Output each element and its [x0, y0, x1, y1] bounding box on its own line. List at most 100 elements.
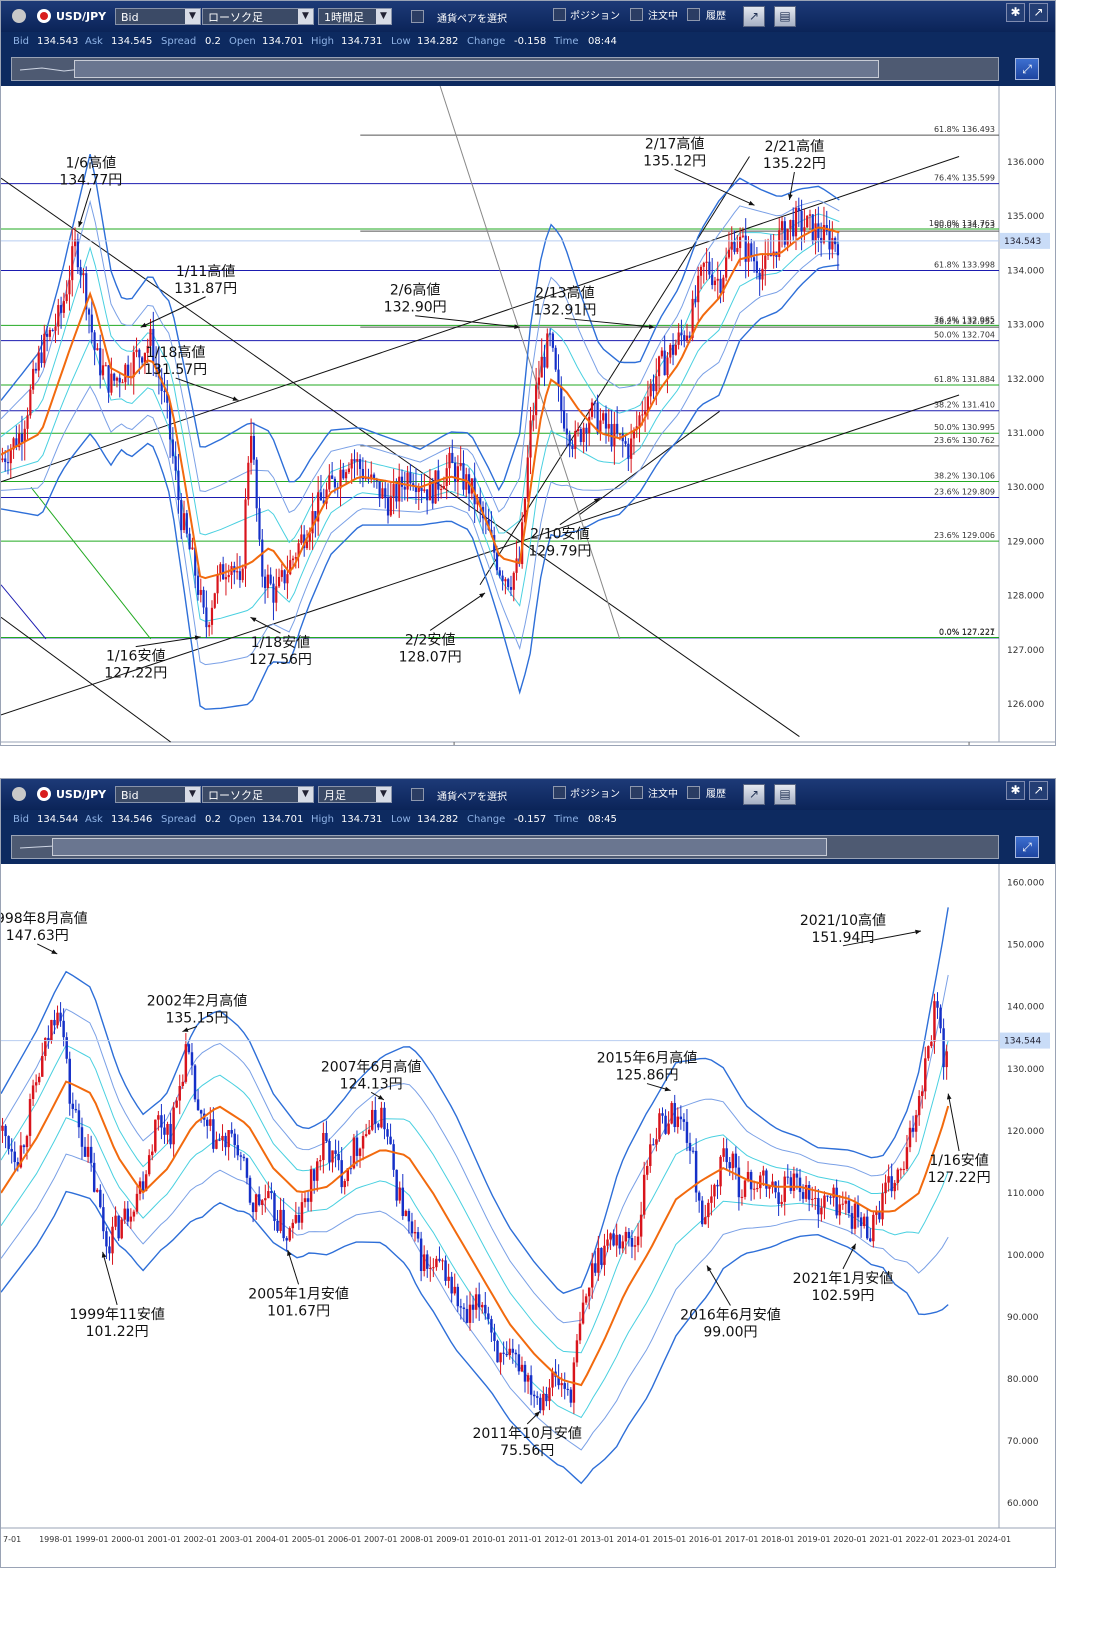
- candle-body: [569, 1389, 573, 1403]
- candle-body: [587, 1287, 591, 1297]
- bollinger-band-inner: [1, 1040, 949, 1354]
- layout-icon[interactable]: ▤: [774, 6, 796, 27]
- annotation-label: 151.94円: [811, 930, 874, 946]
- timeframe-select[interactable]: 月足 ▼: [318, 786, 392, 803]
- pair-label[interactable]: USD/JPY: [56, 10, 107, 23]
- candle-body: [697, 1192, 701, 1201]
- candle-body: [713, 1184, 716, 1197]
- candle-body: [135, 1193, 139, 1212]
- candle-body: [372, 474, 376, 480]
- candle-body: [305, 541, 309, 549]
- candle-body: [804, 1185, 808, 1199]
- price-type-select[interactable]: Bid ▼: [115, 8, 201, 25]
- chevron-down-icon: ▼: [298, 787, 313, 802]
- position-checkbox[interactable]: [553, 8, 566, 21]
- candle-body: [621, 1241, 625, 1249]
- chart-tool-icon[interactable]: ↗: [743, 784, 765, 805]
- low-value: 134.282: [417, 36, 459, 47]
- candle-body: [780, 221, 784, 231]
- select-pair-checkbox[interactable]: [411, 788, 424, 801]
- history-checkbox[interactable]: [687, 786, 700, 799]
- bollinger-band-mid: [1, 199, 840, 514]
- candle-body: [426, 1254, 429, 1269]
- gear-icon[interactable]: ✱: [1006, 781, 1025, 800]
- candle-body: [563, 1383, 566, 1389]
- chart-tool-icon[interactable]: ↗: [743, 6, 765, 27]
- candle-body: [562, 410, 566, 429]
- popout-icon[interactable]: ↗: [1029, 3, 1048, 22]
- monthly-chart-area[interactable]: 60.000 70.000 80.000 90.000 100.000 110.000 12…: [1, 864, 1055, 1567]
- candle-body: [111, 1226, 114, 1254]
- popout-icon[interactable]: ↗: [1029, 781, 1048, 800]
- candle-body: [1, 1125, 4, 1131]
- candle-body: [694, 1150, 698, 1193]
- candle-body: [121, 382, 124, 384]
- change-label: Change: [467, 814, 506, 825]
- price-type-select[interactable]: Bid ▼: [115, 786, 201, 803]
- candle-body: [276, 1221, 279, 1231]
- candle-body: [459, 463, 462, 467]
- candle-body: [576, 429, 580, 431]
- hourly-chart-area[interactable]: 126.000 127.000 128.000 129.000 130.000 131.0…: [1, 85, 1055, 745]
- history-checkbox[interactable]: [687, 8, 700, 21]
- timeframe-select[interactable]: 1時間足 ▼: [318, 8, 392, 25]
- candle-body: [509, 587, 513, 590]
- orders-checkbox[interactable]: [630, 8, 643, 21]
- navigator-scrollbar[interactable]: [11, 57, 999, 81]
- candle-body: [762, 1170, 765, 1176]
- monthly-candlestick-chart[interactable]: 60.000 70.000 80.000 90.000 100.000 110.000 12…: [1, 864, 1055, 1567]
- annotation-label: 75.56円: [500, 1443, 554, 1459]
- navigator-thumb[interactable]: [52, 838, 827, 856]
- candle-body: [108, 1246, 111, 1254]
- candle-body: [727, 249, 731, 258]
- candle-body: [386, 1129, 389, 1137]
- open-value: 134.701: [262, 814, 304, 825]
- position-checkbox[interactable]: [553, 786, 566, 799]
- candle-body: [908, 1127, 912, 1148]
- candle-body: [618, 1234, 621, 1249]
- annotation-arrow: [947, 1093, 960, 1152]
- y-tick-label: 126.000: [1007, 700, 1044, 710]
- candle-body: [841, 1203, 845, 1205]
- candle-body: [258, 508, 261, 540]
- annotation-arrowhead: [78, 220, 83, 227]
- layout-icon[interactable]: ▤: [774, 784, 796, 805]
- candle-body: [82, 273, 85, 276]
- fit-chart-icon[interactable]: ⤢: [1015, 836, 1039, 858]
- candle-body: [202, 589, 205, 608]
- candle-body: [381, 488, 384, 499]
- pair-label[interactable]: USD/JPY: [56, 788, 107, 801]
- candle-body: [132, 352, 135, 377]
- candle-body: [263, 576, 267, 589]
- navigator-thumb[interactable]: [74, 60, 879, 78]
- navigator-scrollbar[interactable]: [11, 835, 999, 859]
- chart-type-select[interactable]: ローソク足 ▼: [202, 8, 314, 25]
- annotation-arrowhead: [748, 200, 755, 206]
- y-tick-label: 128.000: [1007, 592, 1044, 602]
- candle-body: [89, 1146, 93, 1163]
- y-tick-label: 160.000: [1007, 879, 1044, 889]
- gear-icon[interactable]: ✱: [1006, 3, 1025, 22]
- annotation-label: 127.22円: [104, 666, 167, 682]
- orders-checkbox[interactable]: [630, 786, 643, 799]
- candle-body: [352, 1137, 356, 1169]
- candle-body: [238, 571, 242, 581]
- select-pair-checkbox[interactable]: [411, 10, 424, 23]
- candle-body: [462, 1307, 466, 1309]
- change-value: -0.158: [514, 36, 547, 47]
- candle-body: [407, 1210, 411, 1222]
- fit-chart-icon[interactable]: ⤢: [1015, 58, 1039, 80]
- x-tick-label: 2020-01: [833, 1535, 866, 1544]
- chart-type-select[interactable]: ローソク足 ▼: [202, 786, 314, 803]
- candle-body: [661, 1113, 664, 1116]
- candle-body: [404, 1210, 408, 1217]
- candle-body: [498, 570, 501, 576]
- candle-body: [248, 1177, 252, 1203]
- candle-body: [560, 1383, 563, 1386]
- candle-body: [575, 1340, 579, 1363]
- hourly-candlestick-chart[interactable]: 126.000 127.000 128.000 129.000 130.000 131.0…: [1, 85, 1055, 745]
- x-tick-label: 1999-01: [75, 1535, 108, 1544]
- candle-body: [294, 1215, 298, 1223]
- candle-body: [624, 441, 627, 444]
- candle-body: [810, 1198, 814, 1200]
